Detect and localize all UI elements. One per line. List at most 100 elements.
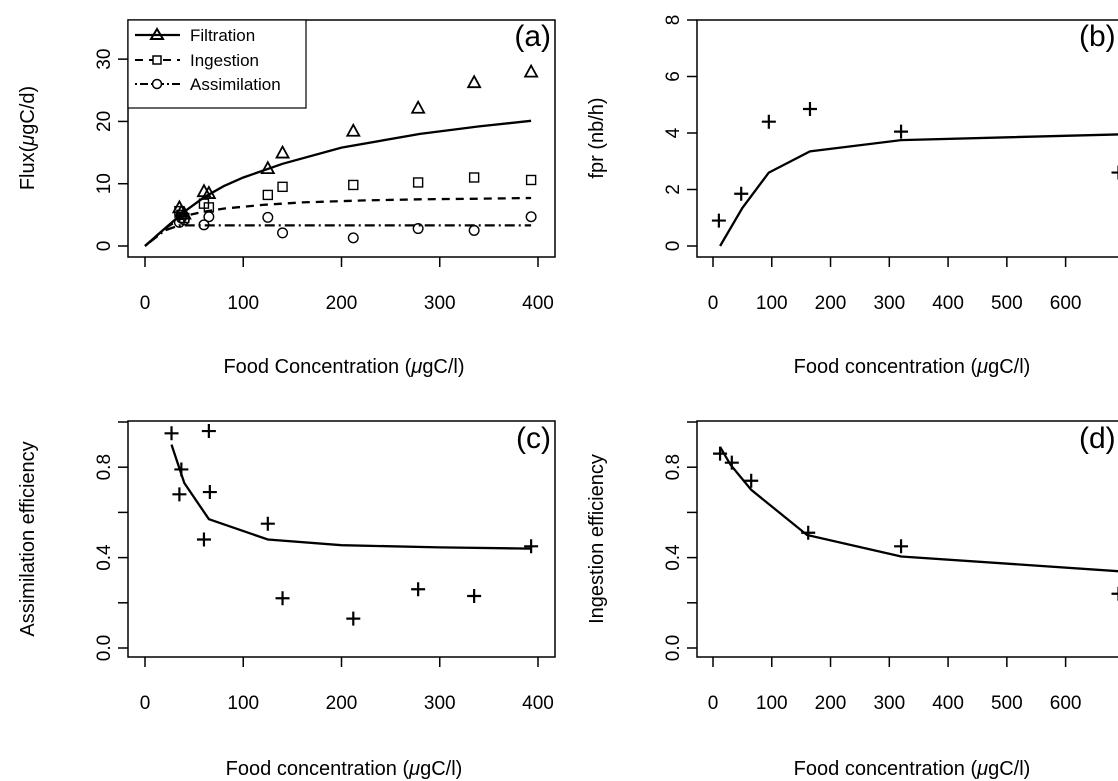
y-tick-label: 0 xyxy=(663,241,684,252)
y-tick-label: 0 xyxy=(94,241,115,252)
x-axis-label: Food Concentration (μgC/l) xyxy=(223,356,464,378)
point-plus xyxy=(174,462,189,477)
panel-b: 0 2 4 6 8 0 100 200 300 400 500 600 (b) Food conce… xyxy=(586,15,1118,378)
point-circle xyxy=(412,223,424,235)
point-square xyxy=(262,189,274,201)
point-plus xyxy=(761,114,776,129)
x-tick-label: 300 xyxy=(424,693,456,714)
point-circle xyxy=(175,212,187,224)
x-axis: 0 100 200 300 400 xyxy=(140,657,554,714)
y-axis-label-part: gC/d) xyxy=(17,86,39,135)
point-circle xyxy=(198,219,210,231)
point-plus xyxy=(711,213,726,228)
x-tick-label: 200 xyxy=(326,693,358,714)
x-tick-label: 0 xyxy=(708,693,719,714)
panel-d: 0.0 0.4 0.8 0 100 200 300 400 500 600 (d) Food c… xyxy=(586,420,1118,780)
point-triangle xyxy=(410,99,426,114)
y-tick-label: 0.0 xyxy=(663,635,684,661)
point-triangle xyxy=(466,74,482,89)
plot-frame xyxy=(696,19,1118,258)
x-axis-label: Food concentration (μgC/l) xyxy=(794,758,1031,780)
y-tick-label: 4 xyxy=(663,127,684,138)
y-axis-label-part: Flux( xyxy=(17,145,39,190)
point-triangle xyxy=(523,63,539,78)
plot-frame xyxy=(696,420,1118,658)
x-tick-label: 200 xyxy=(815,293,847,314)
panel-c: 0.0 0.4 0.8 0 100 200 300 400 (c) Food concent… xyxy=(17,420,556,780)
point-plus xyxy=(275,591,290,606)
point-plus xyxy=(172,487,187,502)
point-triangle xyxy=(275,144,291,159)
point-plus xyxy=(346,611,361,626)
square-marker-icon xyxy=(152,55,162,65)
x-tick-label: 300 xyxy=(873,693,905,714)
y-tick-label: 0.0 xyxy=(94,635,115,661)
fit-line-solid xyxy=(144,119,532,247)
point-plus xyxy=(894,124,909,139)
y-tick-label: 2 xyxy=(663,184,684,195)
y-tick-label: 0.4 xyxy=(663,544,684,571)
panel-label: (a) xyxy=(514,20,551,53)
y-tick-label: 8 xyxy=(663,15,684,26)
x-tick-label: 500 xyxy=(991,293,1023,314)
point-plus xyxy=(202,485,217,500)
point-plus xyxy=(196,532,211,547)
triangle-marker-icon xyxy=(149,27,165,40)
fit-line-solid xyxy=(170,444,532,550)
point-circle xyxy=(203,211,215,223)
point-plus xyxy=(802,101,817,116)
y-axis-label: Assimilation efficiency xyxy=(17,441,39,636)
fit-line-solid xyxy=(719,133,1118,247)
y-axis: 0 2 4 6 8 xyxy=(663,15,697,252)
y-tick-label: 0.8 xyxy=(94,454,115,480)
x-tick-label: 600 xyxy=(1050,693,1082,714)
fit-lines xyxy=(170,444,532,550)
legend-item-filtration: Filtration xyxy=(135,26,255,45)
point-plus xyxy=(734,186,749,201)
x-axis-label-mu: μ xyxy=(976,758,988,780)
x-tick-label: 100 xyxy=(756,293,788,314)
x-axis-label-part: Food concentration ( xyxy=(794,758,978,780)
y-tick-label: 0.8 xyxy=(663,454,684,480)
x-tick-label: 400 xyxy=(932,693,964,714)
y-axis-label: Flux(μgC/d) xyxy=(17,86,39,190)
x-tick-label: 300 xyxy=(873,293,905,314)
legend-item-ingestion: Ingestion xyxy=(135,51,259,70)
fit-line-dashdot xyxy=(144,224,532,247)
point-plus xyxy=(524,539,539,554)
point-plus xyxy=(467,589,482,604)
point-plus xyxy=(201,424,216,439)
point-square xyxy=(525,174,537,186)
x-tick-label: 100 xyxy=(227,293,259,314)
y-axis-label: Ingestion efficiency xyxy=(586,454,608,624)
fit-lines xyxy=(144,119,532,247)
point-plus xyxy=(1111,586,1118,601)
legend-label: Filtration xyxy=(190,26,255,45)
x-axis-label-part: gC/l) xyxy=(988,758,1030,780)
legend-item-assimilation: Assimilation xyxy=(135,75,281,94)
point-plus xyxy=(894,539,909,554)
panel-label: (b) xyxy=(1079,20,1116,53)
x-axis: 0 100 200 300 400 xyxy=(140,257,554,314)
y-tick-label: 6 xyxy=(663,71,684,82)
legend-label: Assimilation xyxy=(190,75,281,94)
panel-label: (d) xyxy=(1079,422,1116,455)
point-circle xyxy=(262,211,274,223)
circle-marker-icon xyxy=(151,78,163,90)
y-axis-label: fpr (nb/h) xyxy=(586,97,608,178)
point-plus xyxy=(724,455,739,470)
x-tick-label: 100 xyxy=(227,693,259,714)
plot-frame xyxy=(127,420,556,658)
x-axis-label: Food concentration (μgC/l) xyxy=(794,356,1031,378)
point-circle xyxy=(178,214,190,226)
y-tick-label: 30 xyxy=(94,49,115,70)
y-axis: 0.0 0.4 0.8 xyxy=(94,421,128,661)
point-square xyxy=(348,179,359,191)
x-axis-label: Food concentration (μgC/l) xyxy=(226,758,463,780)
x-tick-label: 200 xyxy=(815,693,847,714)
point-plus xyxy=(260,516,275,531)
point-circle xyxy=(468,224,480,236)
x-axis: 0 100 200 300 400 500 600 xyxy=(708,257,1081,314)
x-tick-label: 400 xyxy=(522,693,554,714)
